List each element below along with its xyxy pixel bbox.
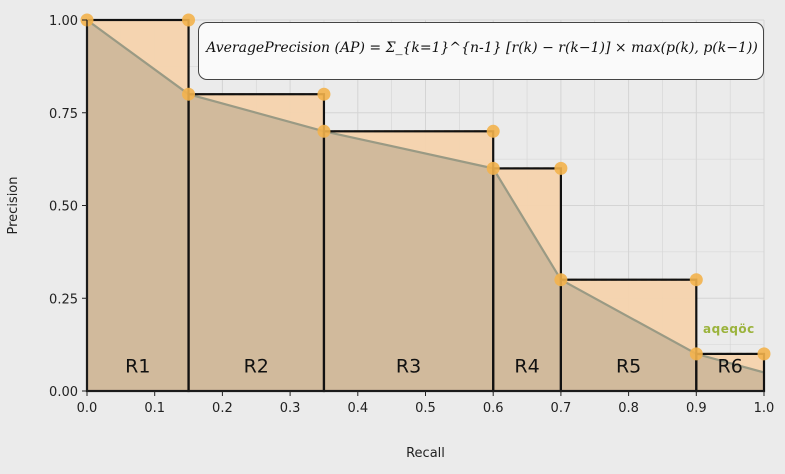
data-point-marker (689, 273, 703, 287)
region-label-r3: R3 (396, 355, 421, 377)
data-point-marker (486, 124, 500, 138)
region-label-r2: R2 (244, 355, 269, 377)
x-tick-label: 0.4 (347, 401, 368, 416)
x-tick-label: 0.3 (280, 401, 301, 416)
region-label-r1: R1 (125, 355, 150, 377)
y-tick-label: 0.50 (49, 200, 78, 215)
data-point-marker (486, 161, 500, 175)
data-point-marker (554, 161, 568, 175)
x-tick-label: 0.2 (212, 401, 233, 416)
y-axis-title: Precision (6, 176, 21, 234)
x-tick-label: 1.0 (754, 401, 775, 416)
x-tick-label: 0.6 (483, 401, 504, 416)
watermark-logo: aqeqöc (703, 322, 755, 336)
y-tick-label: 0.00 (49, 385, 78, 400)
x-tick-label: 0.0 (77, 401, 98, 416)
data-point-marker (757, 347, 771, 361)
region-label-r5: R5 (616, 355, 641, 377)
x-tick-label: 0.1 (144, 401, 165, 416)
region-label-r6: R6 (718, 355, 743, 377)
data-point-marker (317, 124, 331, 138)
x-axis-title: Recall (406, 446, 445, 461)
x-tick-label: 0.8 (618, 401, 639, 416)
x-tick-label: 0.7 (551, 401, 572, 416)
x-tick-label: 0.9 (686, 401, 707, 416)
formula-annotation: AveragePrecision (AP) = Σ_{k=1}^{n-1} [r… (206, 40, 758, 56)
data-point-marker (182, 87, 196, 101)
data-point-marker (317, 87, 331, 101)
formula-box (198, 22, 764, 80)
y-tick-label: 1.00 (49, 14, 78, 29)
data-point-marker (689, 347, 703, 361)
region-label-r4: R4 (514, 355, 539, 377)
y-tick-label: 0.75 (49, 107, 78, 122)
y-tick-label: 0.25 (49, 292, 78, 307)
data-point-marker (182, 13, 196, 27)
data-point-marker (554, 273, 568, 287)
x-tick-label: 0.5 (415, 401, 436, 416)
